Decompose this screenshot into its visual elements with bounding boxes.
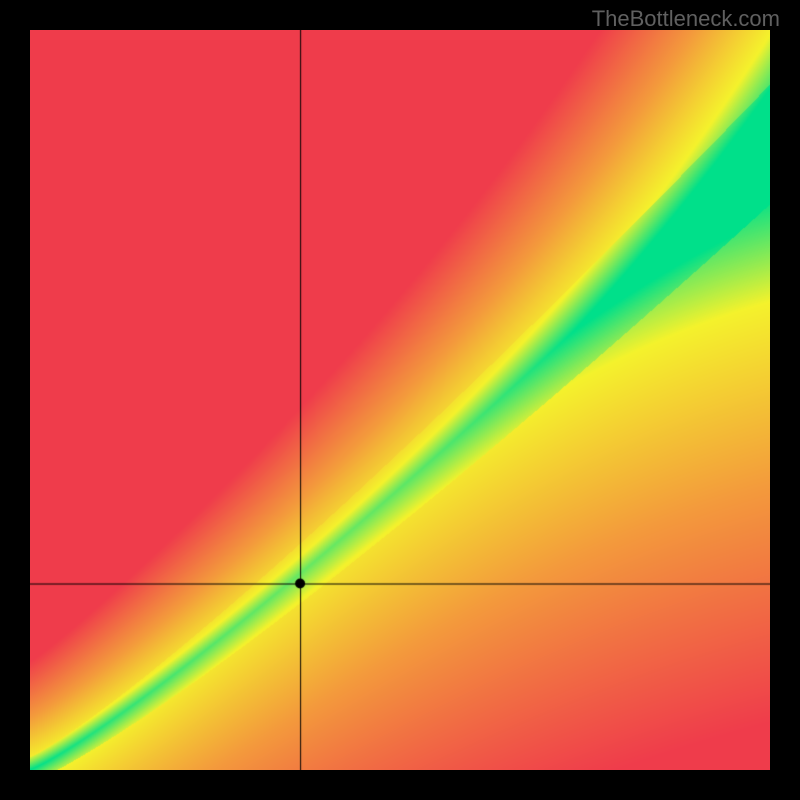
bottleneck-heatmap — [30, 30, 770, 770]
watermark-text: TheBottleneck.com — [592, 6, 780, 32]
heatmap-container — [30, 30, 770, 770]
